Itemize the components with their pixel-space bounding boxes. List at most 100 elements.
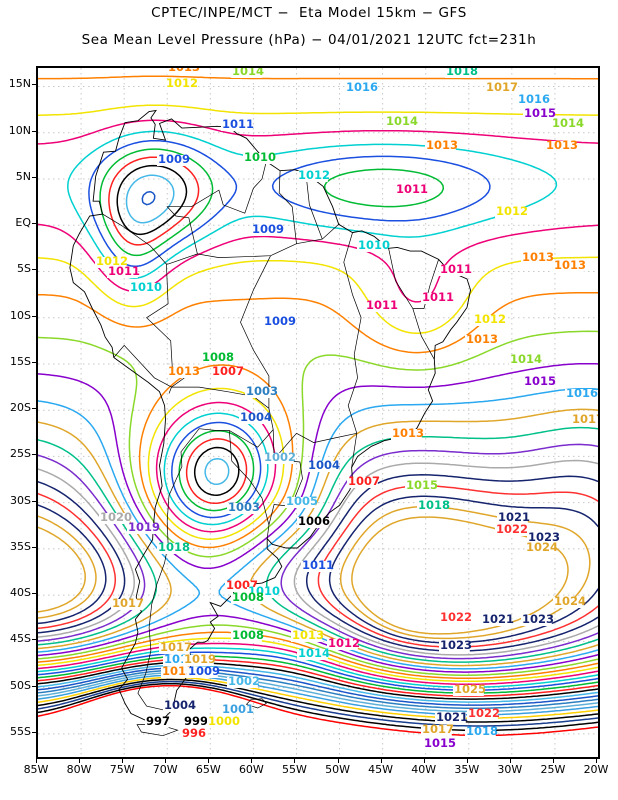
- svg-text:1009: 1009: [264, 314, 296, 328]
- svg-text:1008: 1008: [232, 590, 264, 604]
- svg-text:999: 999: [184, 714, 208, 728]
- svg-text:1021: 1021: [498, 510, 530, 524]
- x-tick-mark: [294, 759, 296, 763]
- svg-text:1010: 1010: [244, 150, 276, 164]
- svg-text:1009: 1009: [158, 152, 190, 166]
- svg-text:1013: 1013: [426, 138, 458, 152]
- x-tick-label: 85W: [23, 763, 49, 776]
- svg-text:1011: 1011: [302, 558, 334, 572]
- svg-text:1002: 1002: [264, 450, 296, 464]
- svg-text:1021: 1021: [482, 612, 514, 626]
- svg-text:1009: 1009: [252, 222, 284, 236]
- y-tick-label: 10S: [10, 308, 31, 322]
- svg-text:1008: 1008: [232, 628, 264, 642]
- x-tick-label: 30W: [497, 763, 523, 776]
- x-tick-label: 65W: [195, 763, 221, 776]
- svg-text:1012: 1012: [298, 168, 330, 182]
- svg-text:997: 997: [146, 714, 170, 728]
- svg-text:1014: 1014: [386, 114, 418, 128]
- svg-text:1022: 1022: [440, 610, 472, 624]
- header-line-1: CPTEC/INPE/MCT − Eta Model 15km − GFS: [151, 5, 467, 21]
- svg-text:1001: 1001: [222, 702, 254, 716]
- svg-text:1007: 1007: [212, 364, 244, 378]
- svg-text:1005: 1005: [286, 494, 318, 508]
- y-tick-mark: [32, 454, 36, 456]
- svg-text:1013: 1013: [554, 258, 586, 272]
- svg-text:1000: 1000: [208, 714, 240, 728]
- svg-text:1015: 1015: [406, 478, 438, 492]
- y-tick-label: 5N: [15, 169, 31, 183]
- y-tick-mark: [32, 315, 36, 317]
- y-tick-mark: [32, 731, 36, 733]
- x-tick-label: 60W: [238, 763, 264, 776]
- svg-text:1011: 1011: [440, 262, 472, 276]
- svg-text:1015: 1015: [524, 374, 556, 388]
- x-tick-mark: [36, 759, 37, 763]
- svg-text:1015: 1015: [524, 106, 556, 120]
- svg-text:1022: 1022: [468, 706, 500, 720]
- y-tick-mark: [32, 639, 36, 641]
- svg-text:1007: 1007: [348, 474, 380, 488]
- x-tick-label: 45W: [368, 763, 394, 776]
- x-tick-mark: [552, 759, 554, 763]
- y-tick-label: 15N: [8, 77, 31, 91]
- svg-text:1017: 1017: [112, 596, 144, 610]
- svg-text:1019: 1019: [184, 652, 216, 666]
- svg-text:1015: 1015: [424, 736, 456, 750]
- x-tick-mark: [208, 759, 210, 763]
- y-tick-mark: [32, 84, 36, 86]
- svg-text:1024: 1024: [554, 594, 586, 608]
- svg-text:1013: 1013: [392, 426, 424, 440]
- y-tick-mark: [32, 269, 36, 271]
- x-tick-mark: [380, 759, 382, 763]
- svg-text:1020: 1020: [100, 510, 132, 524]
- svg-text:1018: 1018: [466, 724, 498, 738]
- x-tick-label: 25W: [540, 763, 566, 776]
- header-line-2: Sea Mean Level Pressure (hPa) − 04/01/20…: [81, 32, 537, 48]
- x-tick-label: 40W: [411, 763, 437, 776]
- x-tick-label: 50W: [325, 763, 350, 776]
- x-tick-mark: [165, 759, 167, 763]
- svg-text:1010: 1010: [130, 280, 162, 294]
- svg-text:1011: 1011: [422, 290, 454, 304]
- svg-text:1010: 1010: [358, 238, 390, 252]
- svg-text:1023: 1023: [522, 612, 554, 626]
- pressure-contour-svg: 1014101310121018101710161015101610141014…: [38, 68, 598, 757]
- svg-text:1014: 1014: [510, 352, 542, 366]
- svg-text:1013: 1013: [168, 364, 200, 378]
- svg-text:1012: 1012: [96, 254, 128, 268]
- svg-text:1016: 1016: [346, 80, 378, 94]
- y-tick-mark: [32, 685, 36, 687]
- svg-text:1013: 1013: [466, 332, 498, 346]
- y-tick-mark: [32, 408, 36, 410]
- y-tick-label: 15S: [10, 354, 31, 368]
- svg-text:1011: 1011: [366, 298, 398, 312]
- x-tick-label: 75W: [109, 763, 135, 776]
- svg-text:1018: 1018: [158, 540, 190, 554]
- svg-text:1006: 1006: [298, 514, 330, 528]
- svg-text:1008: 1008: [202, 350, 234, 364]
- x-tick-label: 55W: [282, 763, 307, 776]
- y-tick-label: 50S: [10, 678, 31, 692]
- x-tick-mark: [337, 759, 339, 763]
- svg-text:1024: 1024: [526, 540, 558, 554]
- x-tick-mark: [122, 759, 124, 763]
- svg-text:1013: 1013: [522, 250, 554, 264]
- y-tick-label: 40S: [10, 586, 31, 600]
- svg-text:1014: 1014: [298, 646, 330, 660]
- svg-text:1017: 1017: [160, 640, 192, 654]
- svg-text:1011: 1011: [396, 182, 428, 196]
- y-tick-mark: [32, 593, 36, 595]
- svg-text:1012: 1012: [328, 636, 360, 650]
- svg-text:1022: 1022: [496, 522, 528, 536]
- svg-text:1018: 1018: [418, 498, 450, 512]
- x-tick-mark: [509, 759, 511, 763]
- y-tick-label: 45S: [10, 632, 31, 646]
- svg-text:1019: 1019: [128, 520, 160, 534]
- svg-text:1004: 1004: [240, 410, 272, 424]
- svg-text:1011: 1011: [222, 117, 254, 131]
- svg-text:996: 996: [182, 726, 206, 740]
- svg-text:1012: 1012: [496, 204, 528, 218]
- svg-text:1021: 1021: [436, 710, 468, 724]
- svg-text:1013: 1013: [292, 628, 324, 642]
